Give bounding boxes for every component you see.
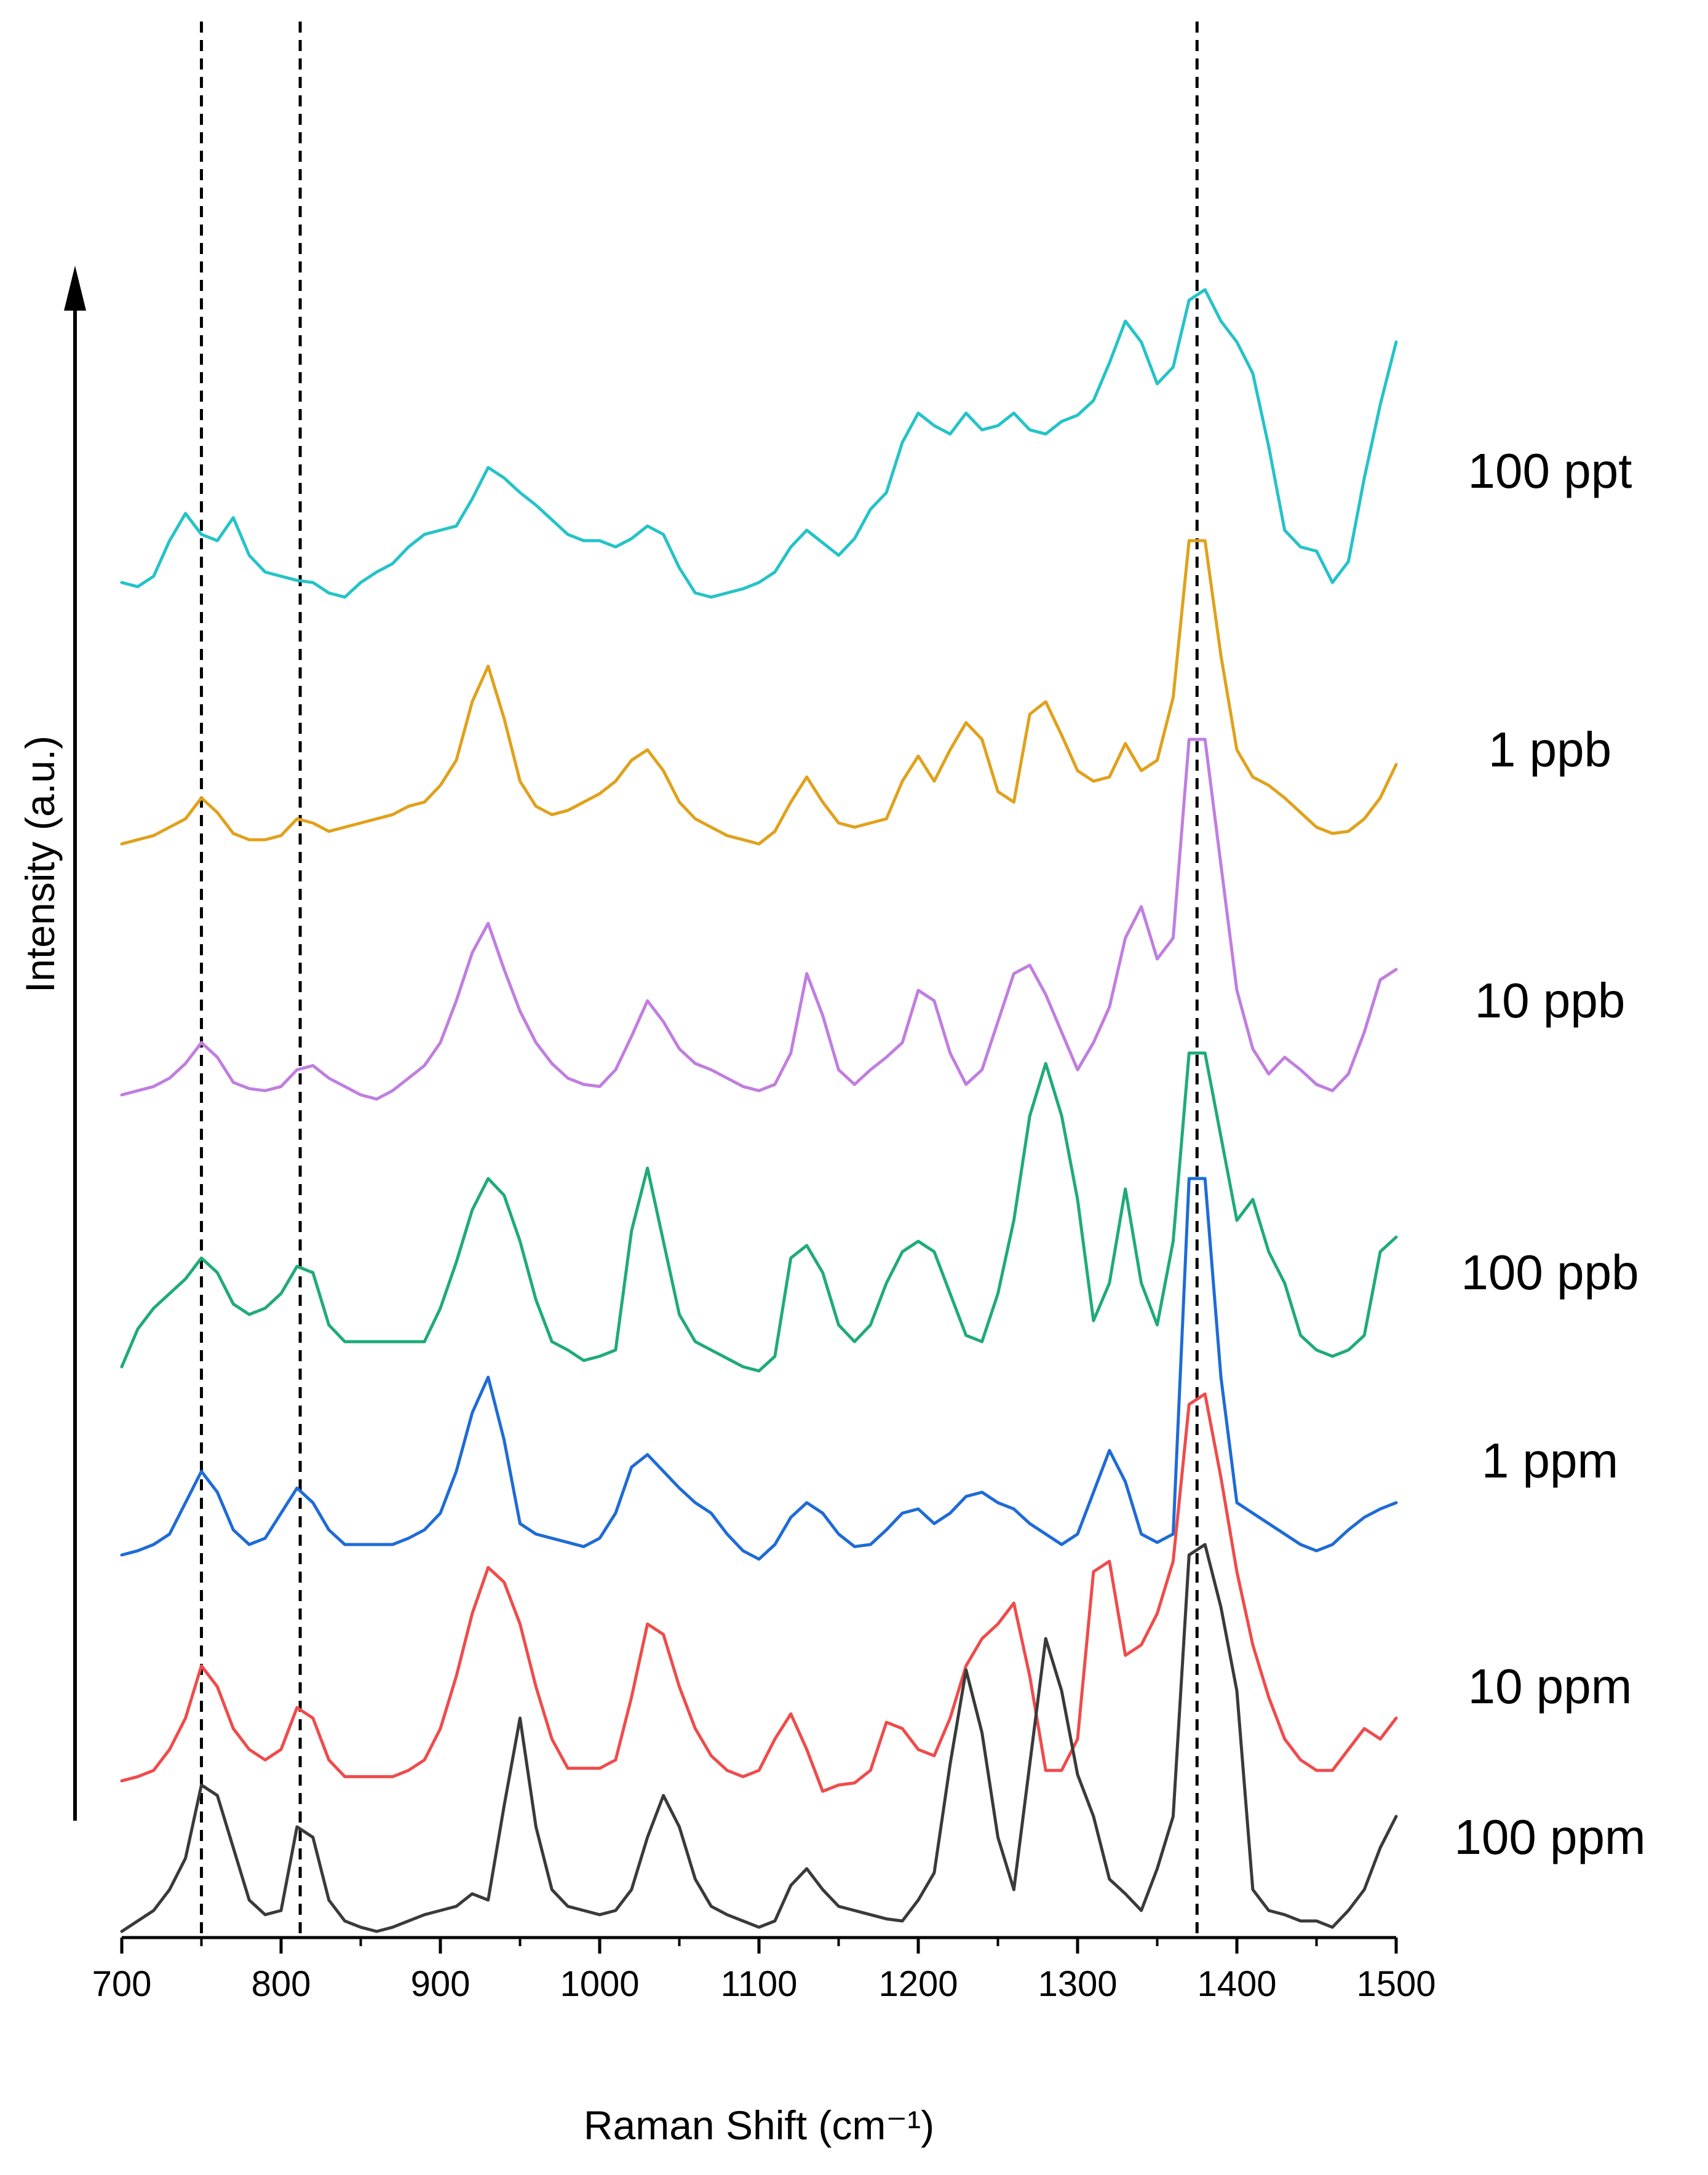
x-axis-label: Raman Shift (cm⁻¹) [584,2102,934,2148]
series-label-100-ppb: 100 ppb [1461,1245,1638,1300]
reference-lines [200,22,1199,1938]
series-line-1-ppm [120,1177,1398,1561]
series-label-100-ppt: 100 ppt [1468,443,1632,498]
series-line-100-ppm [120,1543,1398,1933]
y-axis-arrow [64,266,86,1821]
x-tick-label-900: 900 [411,1964,471,2004]
series-line-100-ppb [120,1051,1398,1373]
series-line-1-ppb [120,539,1398,846]
series-line-10-ppm [120,1392,1398,1793]
x-tick-label-800: 800 [252,1964,311,2004]
x-tick-label-1300: 1300 [1038,1964,1117,2004]
series-label-100-ppm: 100 ppm [1454,1810,1645,1864]
series-line-10-ppb [120,738,1398,1101]
series-label-1-ppm: 1 ppm [1482,1433,1618,1488]
x-tick-label-1000: 1000 [560,1964,639,2004]
series-label-10-ppb: 10 ppb [1475,973,1626,1028]
y-axis-arrow-head [64,266,86,311]
x-tick-label-1500: 1500 [1356,1964,1436,2004]
x-tick-labels: 700 800 900 1000 1100 1200 1300 1400 1500 [92,1964,1436,2004]
x-ticks [120,1938,1398,1954]
x-tick-label-1200: 1200 [878,1964,958,2004]
x-tick-label-1100: 1100 [721,1964,798,2004]
x-tick-label-1400: 1400 [1197,1964,1276,2004]
series-label-1-ppb: 1 ppb [1488,722,1611,777]
x-tick-label-700: 700 [92,1964,152,2004]
series-line-100-ppt [120,288,1398,599]
series-labels: 100 ppt 1 ppb 10 ppb 100 ppb 1 ppm 10 ppm 100 … [1454,443,1645,1864]
series-label-10-ppm: 10 ppm [1468,1659,1632,1714]
series-lines [120,288,1398,1933]
y-axis-label: Intensity (a.u.) [17,736,63,993]
